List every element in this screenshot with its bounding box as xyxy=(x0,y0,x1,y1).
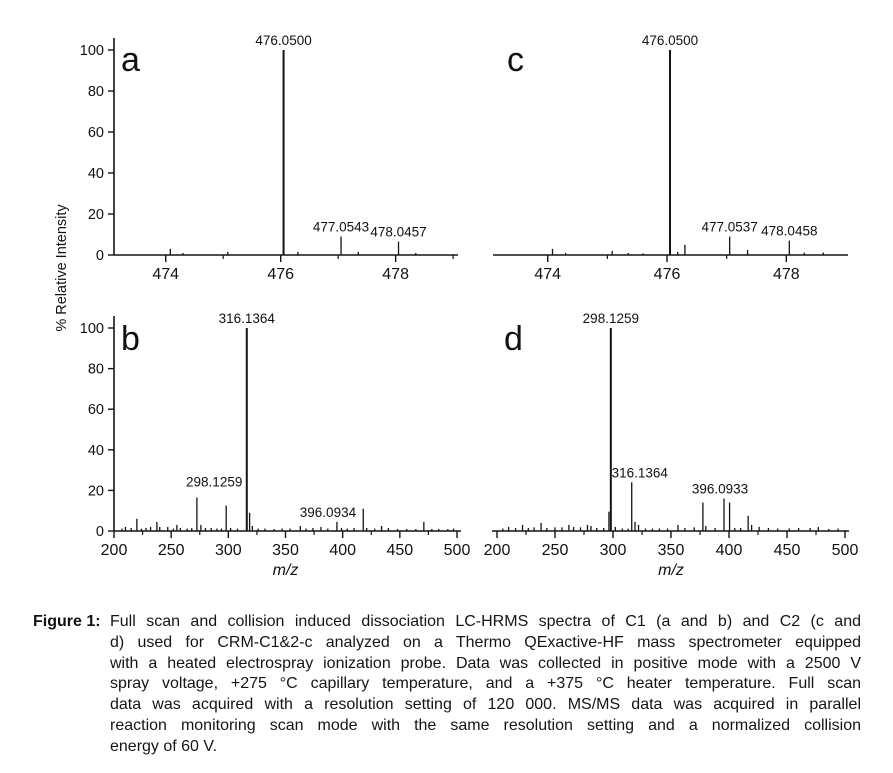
y-tick-label: 80 xyxy=(88,84,104,100)
x-tick-label: 450 xyxy=(386,542,413,559)
x-tick-label: 200 xyxy=(101,542,128,559)
peak-label: 316.1364 xyxy=(612,465,669,480)
x-tick-label: 500 xyxy=(444,542,471,559)
x-tick-label: 474 xyxy=(152,266,179,283)
peak-label: 478.0458 xyxy=(761,224,817,239)
peak-label: 476.0500 xyxy=(255,33,311,48)
x-axis-title: m/z xyxy=(273,562,299,579)
y-tick-label: 40 xyxy=(88,443,104,459)
caption-line: reaction monitoring scan mode with the s… xyxy=(110,716,861,734)
ms-figure: 474 476 478 0 20 40 60 80 100 476.0500 477.0543 478… xyxy=(54,33,859,579)
peak-label: 478.0457 xyxy=(370,225,426,240)
caption-line: energy of 60 V. xyxy=(110,737,218,755)
caption-line: with a heated electrospray ionization pr… xyxy=(110,654,861,672)
x-axis-title: m/z xyxy=(658,562,684,579)
x-tick-label: 250 xyxy=(542,542,569,559)
y-tick-label: 60 xyxy=(88,402,104,418)
y-tick-label: 0 xyxy=(96,248,104,264)
panel-b: 200 250 300 350 400 450 500 0 20 40 60 80 100 298.125… xyxy=(80,311,471,579)
x-tick-label: 450 xyxy=(774,542,801,559)
panel-d: 200 250 300 350 400 450 500 298.1259 316.1364 396… xyxy=(484,311,859,579)
figure-caption-text: Full scan and collision induced dissocia… xyxy=(110,612,861,758)
x-tick-label: 250 xyxy=(158,542,185,559)
x-tick-label: 350 xyxy=(272,542,299,559)
y-tick-label: 0 xyxy=(96,524,104,540)
peak-label: 298.1259 xyxy=(583,311,639,326)
y-tick-label: 20 xyxy=(88,483,104,499)
figure-caption-label: Figure 1: xyxy=(33,613,101,630)
peak-label: 396.0933 xyxy=(692,482,748,497)
panel-letter-a: a xyxy=(121,41,140,79)
y-tick-label: 20 xyxy=(88,207,104,223)
peak-label: 476.0500 xyxy=(642,33,698,48)
x-tick-label: 500 xyxy=(832,542,859,559)
x-tick-label: 478 xyxy=(773,266,800,283)
x-tick-label: 400 xyxy=(329,542,356,559)
peak-label: 477.0543 xyxy=(313,220,369,235)
panel-letter-d: d xyxy=(504,320,523,358)
x-tick-label: 476 xyxy=(267,266,294,283)
x-tick-label: 476 xyxy=(654,266,681,283)
y-tick-label: 100 xyxy=(80,43,104,59)
x-tick-label: 474 xyxy=(534,266,561,283)
peak-label: 396.0934 xyxy=(300,505,357,520)
peak-label: 316.1364 xyxy=(219,311,276,326)
y-axis-title: % Relative Intensity xyxy=(54,204,70,332)
x-tick-label: 200 xyxy=(484,542,511,559)
panel-letter-b: b xyxy=(121,320,140,358)
panel-a: 474 476 478 0 20 40 60 80 100 476.0500 477.0543 478… xyxy=(80,33,458,283)
y-tick-label: 40 xyxy=(88,166,104,182)
x-tick-label: 350 xyxy=(658,542,685,559)
caption-line: d) used for CRM-C1&2-c analyzed on a The… xyxy=(110,633,861,651)
y-tick-label: 80 xyxy=(88,362,104,378)
x-tick-label: 478 xyxy=(382,266,409,283)
peak-label: 298.1259 xyxy=(186,475,242,490)
peak-label: 477.0537 xyxy=(702,220,758,235)
x-tick-label: 400 xyxy=(716,542,743,559)
caption-line: Full scan and collision induced dissocia… xyxy=(110,613,861,630)
caption-line: spray voltage, +275 °C capillary tempera… xyxy=(110,675,861,693)
x-tick-label: 300 xyxy=(215,542,242,559)
panel-letter-c: c xyxy=(507,41,524,79)
figure-caption: Figure 1: Full scan and collision induce… xyxy=(0,612,893,758)
caption-line: data was acquired with a resolution sett… xyxy=(110,696,861,714)
y-tick-label: 100 xyxy=(80,321,104,337)
panel-c: 474 476 478 476.0500 477.0537 478.0458 c xyxy=(493,33,848,283)
x-tick-label: 300 xyxy=(600,542,627,559)
y-tick-label: 60 xyxy=(88,125,104,141)
